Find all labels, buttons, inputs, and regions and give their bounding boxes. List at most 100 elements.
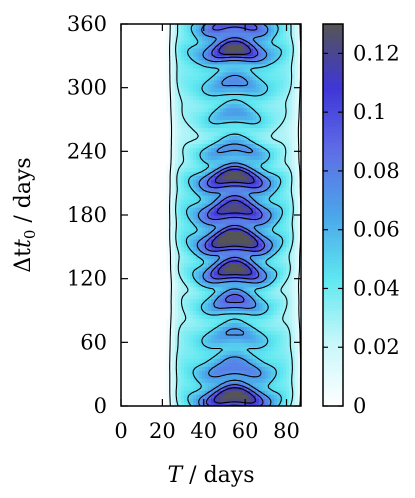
contour-cell — [223, 226, 227, 232]
contour-cell — [295, 211, 299, 216]
contour-cell — [184, 31, 188, 37]
contour-cell — [166, 222, 170, 228]
contour-cell — [175, 326, 179, 331]
contour-cell — [235, 322, 239, 328]
contour-cell — [277, 47, 281, 53]
contour-cell — [196, 350, 200, 355]
contour-cell — [208, 282, 212, 288]
contour-cell — [298, 155, 301, 160]
contour-cell — [259, 99, 263, 105]
contour-cell — [211, 226, 215, 232]
colorbar-step — [323, 253, 343, 257]
contour-cell — [214, 191, 218, 196]
contour-cell — [241, 302, 245, 308]
contour-cell — [259, 179, 263, 184]
contour-cell — [292, 362, 296, 367]
contour-cell — [190, 127, 194, 133]
contour-cell — [190, 302, 194, 308]
colorbar-step — [323, 81, 343, 85]
contour-cell — [253, 131, 257, 137]
contour-cell — [175, 402, 179, 406]
contour-cell — [286, 183, 290, 188]
contour-cell — [280, 143, 284, 148]
colorbar-step — [323, 65, 343, 70]
contour-cell — [253, 238, 257, 244]
contour-cell — [208, 378, 212, 383]
contour-cell — [250, 274, 254, 280]
contour-cell — [277, 290, 281, 296]
colorbar-step — [323, 138, 343, 143]
contour-cell — [244, 350, 248, 355]
contour-cell — [289, 111, 293, 117]
colorbar-step — [323, 256, 343, 261]
contour-cell — [184, 326, 188, 331]
contour-cell — [226, 139, 230, 144]
contour-cell — [283, 374, 287, 379]
contour-cell — [208, 258, 212, 264]
contour-cell — [268, 262, 272, 268]
contour-cell — [202, 226, 206, 232]
contour-cell — [175, 302, 179, 308]
contour-cell — [181, 398, 185, 403]
contour-cell — [199, 234, 203, 240]
colorbar-step — [323, 24, 343, 28]
contour-cell — [169, 390, 173, 395]
contour-cell — [235, 135, 239, 140]
contour-cell — [265, 35, 269, 41]
contour-cell — [196, 95, 200, 101]
contour-cell — [238, 234, 242, 240]
contour-cell — [256, 155, 260, 160]
colorbar-step — [323, 192, 343, 197]
contour-cell — [250, 103, 254, 109]
contour-cell — [187, 143, 191, 148]
contour-cell — [268, 67, 272, 73]
contour-cell — [220, 191, 224, 196]
contour-cell — [211, 43, 215, 49]
contour-cell — [169, 242, 173, 248]
contour-cell — [292, 87, 296, 93]
contour-cell — [289, 278, 293, 284]
contour-cell — [229, 67, 233, 73]
contour-cell — [241, 234, 245, 240]
contour-cell — [292, 238, 296, 244]
contour-cell — [202, 127, 206, 133]
contour-cell — [187, 111, 191, 117]
contour-cell — [217, 139, 221, 144]
contour-cell — [250, 298, 254, 304]
contour-cell — [298, 378, 301, 383]
contour-cell — [244, 47, 248, 53]
colorbar-step — [323, 205, 343, 210]
contour-cell — [208, 99, 212, 105]
contour-cell — [271, 330, 275, 335]
contour-cell — [235, 402, 239, 406]
contour-cell — [196, 103, 200, 109]
contour-cell — [193, 143, 197, 148]
contour-cell — [220, 266, 224, 272]
contour-cell — [283, 67, 287, 73]
contour-cell — [262, 87, 266, 93]
contour-cell — [271, 51, 275, 57]
contour-cell — [253, 366, 257, 371]
contour-cell — [172, 135, 176, 140]
contour-cell — [208, 127, 212, 133]
contour-cell — [295, 366, 299, 371]
contour-cell — [277, 298, 281, 304]
contour-cell — [277, 143, 281, 148]
contour-cell — [235, 398, 239, 403]
contour-cell — [211, 139, 215, 144]
contour-cell — [214, 222, 218, 228]
contour-cell — [283, 123, 287, 129]
contour-cell — [298, 374, 301, 379]
contour-cell — [187, 71, 191, 77]
contour-cell — [205, 350, 209, 355]
contour-cell — [187, 171, 191, 176]
contour-cell — [286, 278, 290, 284]
contour-cell — [208, 302, 212, 308]
contour-cell — [208, 326, 212, 331]
contour-cell — [277, 390, 281, 395]
contour-cell — [274, 215, 278, 220]
contour-cell — [199, 163, 203, 168]
contour-cell — [262, 63, 266, 69]
contour-cell — [220, 378, 224, 383]
